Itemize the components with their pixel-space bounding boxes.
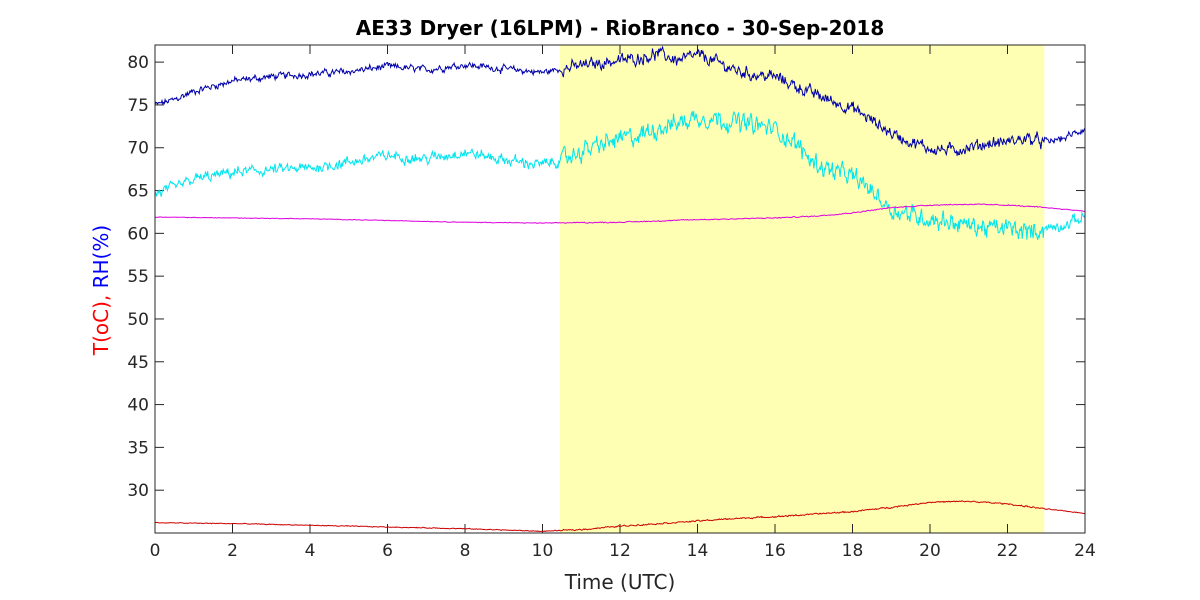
x-tick-label: 12 (609, 541, 631, 561)
chart-title: AE33 Dryer (16LPM) - RioBranco - 30-Sep-… (356, 16, 885, 40)
x-tick-label: 18 (842, 541, 864, 561)
x-tick-label: 14 (687, 541, 709, 561)
x-tick-label: 20 (919, 541, 941, 561)
x-tick-label: 8 (460, 541, 471, 561)
series-line-rh_outlet (154, 110, 1086, 240)
series-layer (154, 45, 1086, 533)
y-tick-label: 30 (127, 481, 149, 501)
series-line-temp_aux (154, 203, 1086, 224)
y-tick-labels: 30 35 40 45 50 55 60 65 70 75 80 (127, 53, 149, 501)
y-tick-label: 70 (127, 139, 149, 159)
y-tick-label: 65 (127, 182, 149, 202)
x-tick-label: 22 (997, 541, 1019, 561)
y-tick-label: 55 (127, 267, 149, 287)
x-tick-labels: 0 2 4 6 8 10 12 14 16 18 20 22 24 (150, 541, 1096, 561)
series-line-temp (154, 500, 1086, 533)
y-tick-label: 40 (127, 396, 149, 416)
daylight-band-layer (559, 45, 1045, 533)
x-tick-label: 24 (1074, 541, 1096, 561)
y-axis-label-humidity: RH(%) (89, 225, 113, 295)
y-axis-label-temperature: T(oC), (89, 295, 113, 356)
x-tick-label: 10 (532, 541, 554, 561)
x-tick-label: 6 (382, 541, 393, 561)
daylight-band (559, 45, 1045, 533)
series-line-rh_inlet (154, 45, 1086, 157)
x-tick-label: 16 (764, 541, 786, 561)
y-tick-label: 80 (127, 53, 149, 73)
x-tick-label: 0 (150, 541, 161, 561)
plot-frame (154, 44, 1086, 534)
x-tick-label: 2 (227, 541, 238, 561)
y-tick-label: 35 (127, 438, 149, 458)
x-tick-label: 4 (305, 541, 316, 561)
x-axis-label: Time (UTC) (564, 570, 676, 594)
y-tick-label: 50 (127, 310, 149, 330)
y-tick-label: 60 (127, 224, 149, 244)
y-tick-label: 75 (127, 96, 149, 116)
y-axis-label: T(oC), RH(%) (89, 225, 113, 356)
y-tick-label: 45 (127, 353, 149, 373)
